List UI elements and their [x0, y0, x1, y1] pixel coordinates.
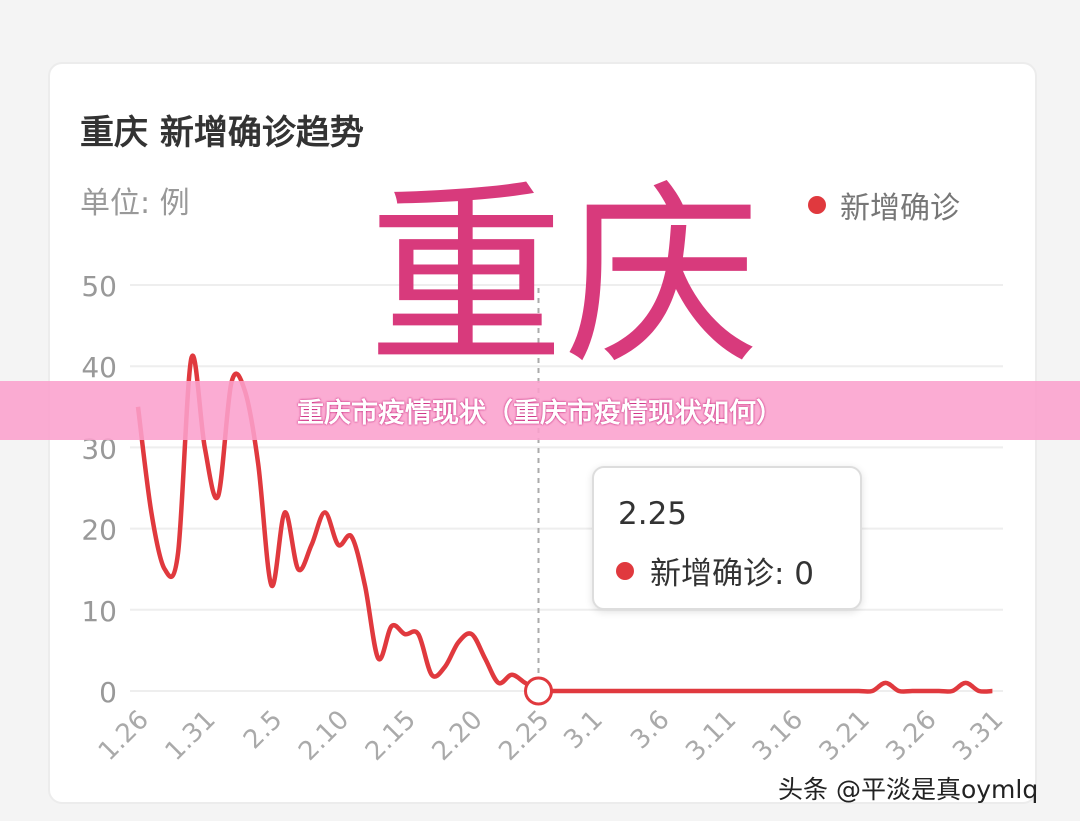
x-tick-label: 2.10 [293, 705, 355, 767]
tooltip-dot-icon [616, 561, 634, 580]
watermark-text: 重庆 [368, 164, 761, 392]
y-tick-label: 20 [81, 514, 117, 547]
chart-title: 重庆 新增确诊趋势 [80, 113, 364, 153]
x-tick-label: 1.26 [93, 705, 155, 767]
banner-text: 重庆市疫情现状（重庆市疫情现状如何） [297, 398, 783, 429]
legend-label: 新增确诊 [840, 191, 960, 226]
title-banner: 重庆市疫情现状（重庆市疫情现状如何） [0, 381, 1080, 440]
x-tick-label: 2.15 [360, 705, 422, 767]
x-tick-label: 1.31 [160, 705, 222, 767]
tooltip-date: 2.25 [618, 496, 688, 532]
legend-dot-icon [808, 196, 826, 214]
x-tick-label: 3.11 [680, 705, 742, 767]
unit-label: 单位: 例 [80, 186, 190, 221]
y-tick-label: 10 [81, 595, 117, 628]
highlight-point [524, 676, 553, 706]
legend[interactable]: 新增确诊 [808, 183, 960, 227]
x-tick-label: 3.1 [558, 705, 608, 755]
x-tick-label: 3.21 [814, 705, 876, 767]
credit-watermark: 头条 @平淡是真oymlq [778, 775, 1039, 804]
tooltip: 2.25 新增确诊: 0 [592, 466, 862, 610]
x-tick-label: 3.26 [880, 705, 942, 767]
x-tick-label: 3.6 [625, 705, 675, 755]
x-tick-label: 3.16 [747, 705, 809, 767]
x-tick-label: 2.5 [238, 705, 288, 755]
x-tick-label: 2.25 [493, 705, 555, 767]
y-tick-label: 0 [99, 676, 117, 709]
x-tick-label: 3.31 [947, 705, 1009, 767]
y-tick-label: 40 [81, 351, 117, 384]
y-tick-label: 50 [81, 270, 117, 303]
tooltip-value: 新增确诊: 0 [650, 556, 815, 592]
x-tick-label: 2.20 [427, 705, 489, 767]
